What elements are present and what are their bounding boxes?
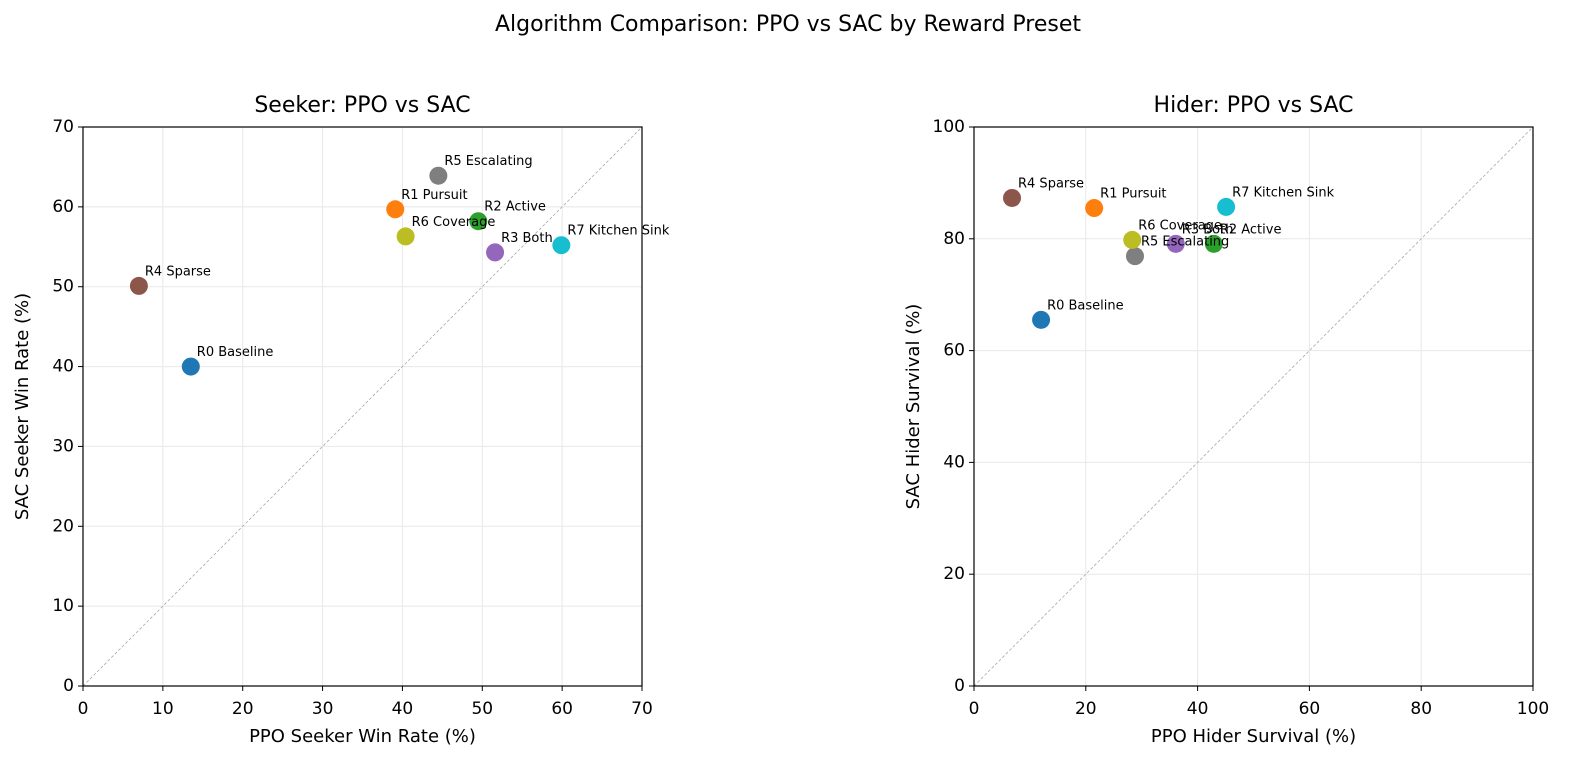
point-label: R5 Escalating [444, 154, 532, 169]
x-tick-label: 40 [1187, 699, 1209, 719]
point [1217, 197, 1236, 216]
y-tick-label: 10 [52, 596, 74, 616]
point-label: R1 Pursuit [1100, 187, 1166, 202]
x-tick-label: 50 [471, 699, 493, 719]
x-tick-label: 0 [969, 699, 980, 719]
point [1125, 247, 1144, 266]
point-label: R5 Escalating [1141, 235, 1229, 250]
point-label: R7 Kitchen Sink [1232, 185, 1335, 200]
x-tick-label: 20 [1075, 699, 1097, 719]
point-label: R6 Coverage [1138, 218, 1222, 233]
point-label: R4 Sparse [1018, 176, 1084, 191]
point [129, 276, 148, 295]
x-tick-label: 100 [1517, 699, 1549, 719]
point [469, 212, 488, 231]
point [429, 166, 448, 185]
y-tick-label: 50 [52, 277, 74, 297]
point [486, 243, 505, 262]
point-label: R3 Both [1182, 222, 1234, 237]
chart-title: Hider: PPO vs SAC [1154, 93, 1354, 118]
point-label: R6 Coverage [412, 215, 496, 230]
point [396, 227, 415, 246]
x-tick-label: 0 [78, 699, 89, 719]
x-tick-label: 60 [551, 699, 573, 719]
point [1085, 199, 1104, 218]
y-tick-label: 60 [52, 197, 74, 217]
y-tick-label: 20 [52, 516, 74, 536]
y-tick-label: 70 [52, 117, 74, 137]
plot-frame [82, 126, 643, 687]
point-label: R2 Active [1220, 222, 1282, 237]
y-tick-label: 60 [943, 341, 965, 361]
y-tick-label: 30 [52, 436, 74, 456]
plot-frame [973, 126, 1534, 687]
point [1123, 230, 1142, 249]
point [1003, 188, 1022, 207]
x-tick-label: 70 [631, 699, 653, 719]
figure-title: Algorithm Comparison: PPO vs SAC by Rewa… [495, 12, 1081, 37]
point-label: R0 Baseline [1047, 298, 1124, 313]
point [1166, 234, 1185, 253]
y-axis-label: SAC Hider Survival (%) [903, 304, 924, 510]
point [1032, 310, 1051, 329]
point [552, 236, 571, 255]
y-tick-label: 100 [933, 117, 965, 137]
x-tick-label: 40 [392, 699, 414, 719]
y-tick-label: 40 [52, 357, 74, 377]
point-label: R4 Sparse [145, 264, 211, 279]
point-label: R3 Both [501, 231, 553, 246]
point-label: R0 Baseline [197, 345, 274, 360]
diagonal-reference [82, 126, 643, 687]
y-tick-label: 0 [63, 676, 74, 696]
point-label: R2 Active [484, 200, 546, 215]
x-tick-label: 30 [312, 699, 334, 719]
diagonal-reference [973, 126, 1534, 687]
point-label: R7 Kitchen Sink [567, 224, 670, 239]
point [1204, 234, 1223, 253]
x-axis-label: PPO Hider Survival (%) [1151, 726, 1356, 747]
x-axis-label: PPO Seeker Win Rate (%) [249, 726, 476, 747]
x-tick-label: 60 [1299, 699, 1321, 719]
y-axis-label: SAC Seeker Win Rate (%) [12, 293, 33, 520]
point [386, 200, 405, 219]
x-tick-label: 20 [232, 699, 254, 719]
y-tick-label: 40 [943, 452, 965, 472]
x-tick-label: 10 [152, 699, 174, 719]
y-tick-label: 20 [943, 564, 965, 584]
x-tick-label: 80 [1410, 699, 1432, 719]
point-label: R1 Pursuit [401, 188, 467, 203]
y-tick-label: 80 [943, 229, 965, 249]
chart-title: Seeker: PPO vs SAC [254, 93, 470, 118]
point [181, 357, 200, 376]
y-tick-label: 0 [954, 676, 965, 696]
